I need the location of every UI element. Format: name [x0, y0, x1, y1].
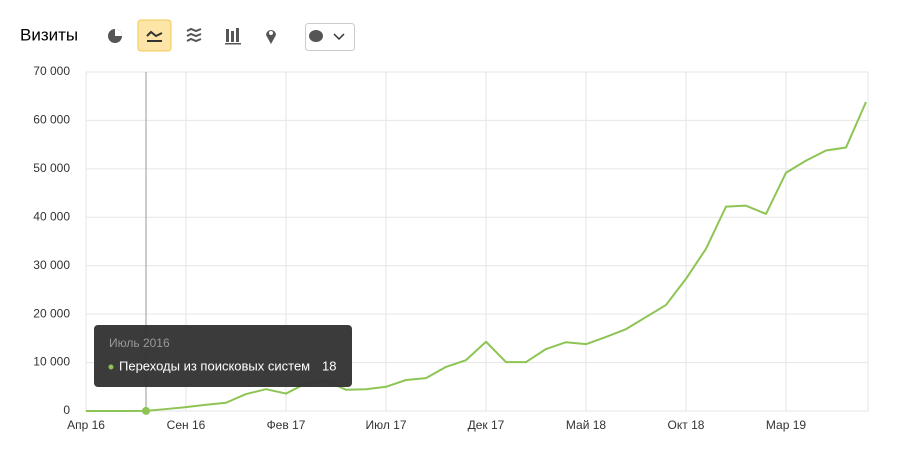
- area-button[interactable]: [186, 27, 202, 43]
- y-tick-label: 60 000: [33, 113, 70, 127]
- toolbar: [108, 19, 355, 52]
- tooltip-marker: [108, 364, 114, 370]
- y-tick-label: 40 000: [33, 209, 70, 223]
- pie-button[interactable]: [108, 29, 122, 43]
- chart-title: Визиты: [20, 25, 78, 44]
- y-tick-label: 10 000: [33, 355, 70, 369]
- tooltip-value: 18: [322, 358, 336, 373]
- y-tick-label: 50 000: [33, 161, 70, 175]
- map-button[interactable]: [266, 30, 276, 44]
- x-tick-label: Окт 18: [668, 418, 705, 432]
- x-tick-label: Июл 17: [365, 418, 406, 432]
- x-tick-label: Сен 16: [167, 418, 206, 432]
- tooltip-series-name: Переходы из поисковых систем: [119, 358, 310, 373]
- tooltip-box: [94, 325, 352, 387]
- hover-point: [142, 406, 150, 415]
- line-button[interactable]: [137, 19, 172, 52]
- tooltip: Июль 2016 Переходы из поисковых систем 18: [94, 325, 352, 387]
- y-tick-label: 0: [63, 403, 70, 417]
- bar-button[interactable]: [225, 28, 241, 45]
- x-tick-label: Апр 16: [67, 418, 105, 432]
- y-tick-label: 70 000: [33, 64, 70, 78]
- x-tick-label: Май 18: [566, 418, 607, 432]
- x-tick-label: Дек 17: [468, 418, 505, 432]
- series-line: [86, 101, 867, 412]
- annotation-dropdown[interactable]: [305, 23, 355, 51]
- tooltip-title: Июль 2016: [109, 336, 170, 350]
- y-tick-label: 30 000: [33, 258, 70, 272]
- x-tick-label: Фев 17: [267, 418, 306, 432]
- y-tick-label: 20 000: [33, 306, 70, 320]
- x-tick-label: Мар 19: [766, 418, 806, 432]
